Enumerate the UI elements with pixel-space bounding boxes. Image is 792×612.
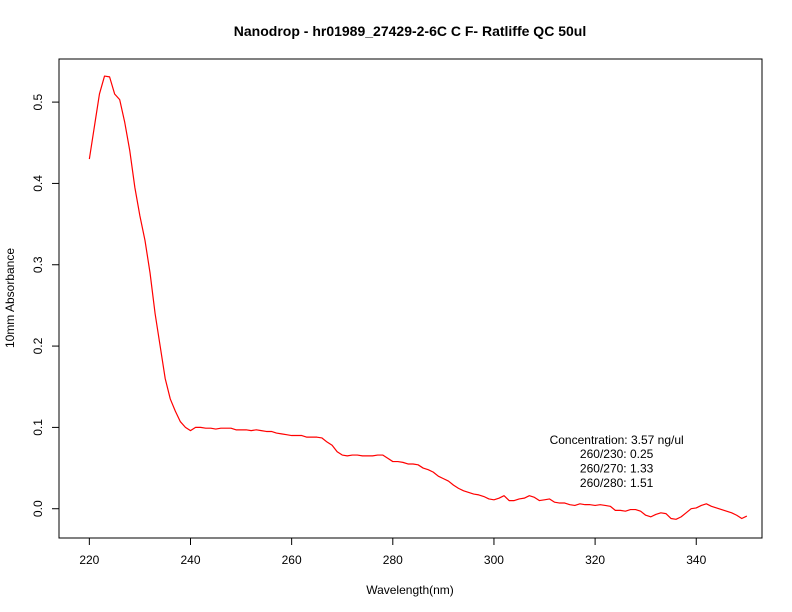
annotation-text: 260/230: 0.25 [580,447,654,461]
series-layer [88,75,748,520]
y-tick-label: 0.1 [31,419,45,436]
annotation-text: 260/270: 1.33 [580,462,654,476]
y-axis: 0.0 0.1 0.2 0.3 0.4 0.5 [31,93,60,517]
y-tick-label: 0.3 [31,256,45,273]
x-tick-label: 240 [180,553,200,567]
y-tick-label: 0.4 [31,175,45,192]
x-axis-label: Wavelength(nm) [366,583,454,597]
x-tick-label: 220 [79,553,99,567]
x-tick-label: 280 [383,553,403,567]
x-tick-label: 260 [282,553,302,567]
series-line-0 [88,75,748,520]
annotation-text: Concentration: 3.57 ng/ul [550,433,684,447]
chart-title: Nanodrop - hr01989_27429-2-6C C F- Ratli… [234,23,586,39]
y-axis-label: 10mm Absorbance [3,248,17,348]
y-tick-label: 0.2 [31,337,45,354]
x-tick-label: 300 [484,553,504,567]
x-tick-label: 320 [585,553,605,567]
x-axis: 220 240 260 280 300 320 340 [79,537,707,567]
annotation-text: 260/280: 1.51 [580,476,654,490]
y-tick-label: 0.0 [31,500,45,517]
y-tick-label: 0.5 [31,93,45,110]
x-tick-label: 340 [686,553,706,567]
